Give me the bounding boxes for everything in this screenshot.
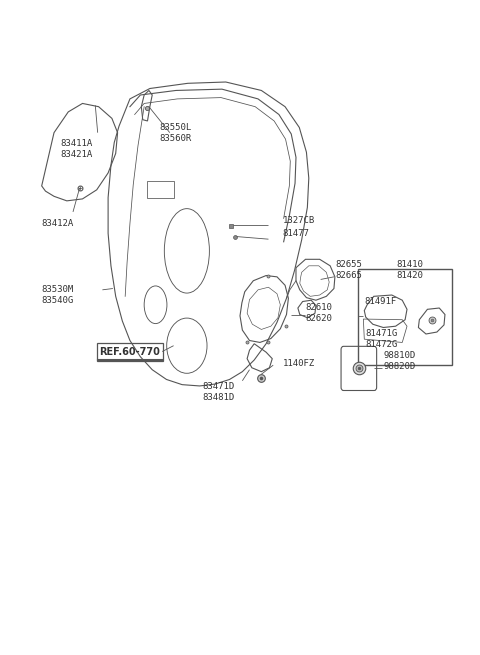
Text: 1327CB: 1327CB — [283, 216, 315, 225]
Text: 83412A: 83412A — [41, 219, 73, 228]
Text: 83471D
83481D: 83471D 83481D — [203, 383, 235, 402]
Text: 83530M
83540G: 83530M 83540G — [41, 285, 73, 305]
Bar — [358, 269, 452, 365]
Text: 82610
82620: 82610 82620 — [305, 303, 332, 324]
Text: REF.60-770: REF.60-770 — [99, 347, 160, 357]
Text: 98810D
98820D: 98810D 98820D — [384, 351, 416, 371]
Text: 82655
82665: 82655 82665 — [335, 260, 362, 280]
Text: 81491F: 81491F — [364, 297, 396, 306]
Text: 81477: 81477 — [283, 229, 310, 238]
Text: 81471G
81472G: 81471G 81472G — [366, 329, 398, 349]
Text: 1140FZ: 1140FZ — [283, 359, 315, 367]
Text: 83411A
83421A: 83411A 83421A — [60, 139, 93, 159]
Bar — [147, 181, 174, 198]
Text: 83550L
83560R: 83550L 83560R — [160, 122, 192, 143]
Text: 81410
81420: 81410 81420 — [396, 260, 423, 280]
